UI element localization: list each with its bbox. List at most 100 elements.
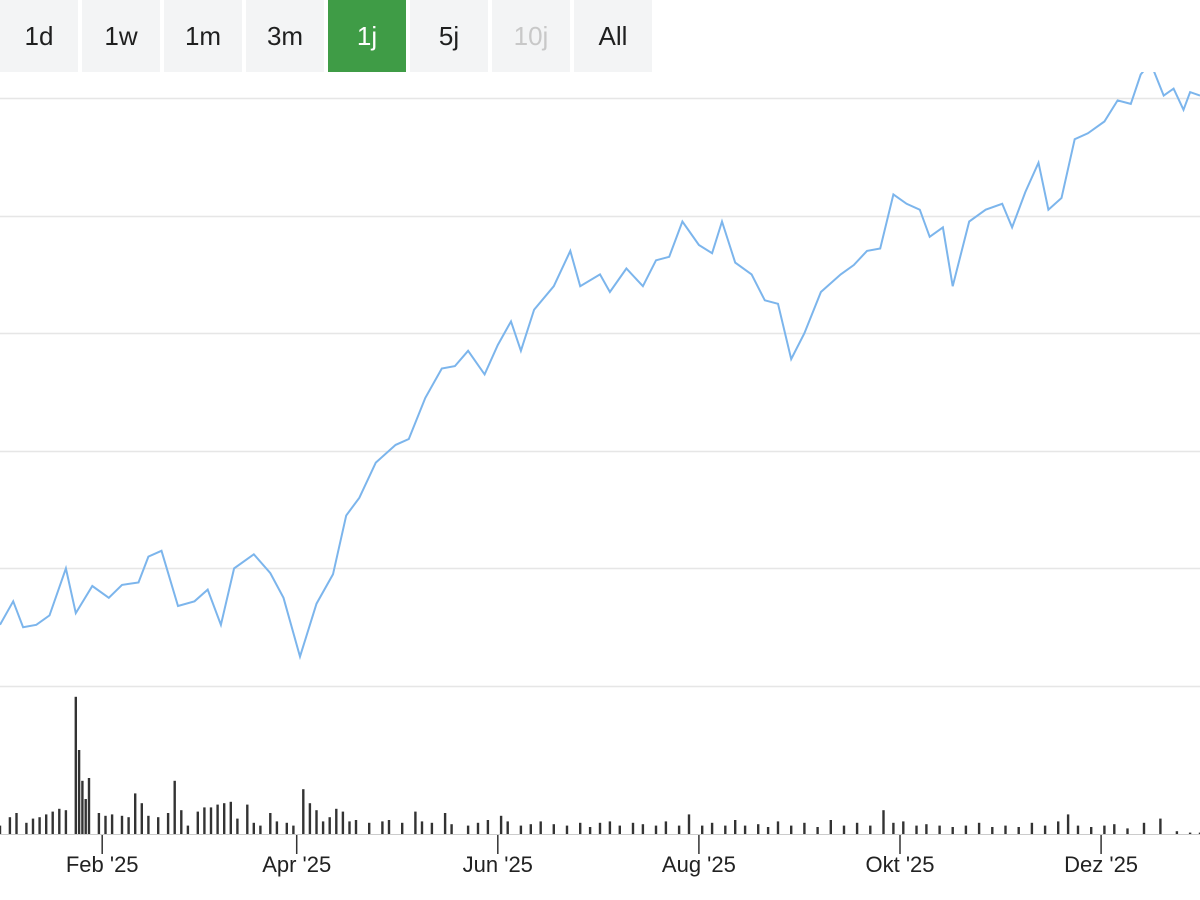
volume-bar xyxy=(776,821,780,834)
x-tick-label: Feb '25 xyxy=(66,852,139,877)
volume-bar xyxy=(134,793,137,834)
volume-bar xyxy=(87,778,91,834)
volume-bar xyxy=(902,821,905,834)
volume-bar xyxy=(654,825,658,834)
volume-bar xyxy=(348,821,351,834)
volume-bar xyxy=(147,815,150,834)
volume-bar xyxy=(1103,825,1106,834)
volume-bar xyxy=(1017,827,1020,834)
volume-bar xyxy=(216,804,219,834)
range-button-10j[interactable]: 10j xyxy=(492,0,570,72)
volume-bar xyxy=(486,820,490,834)
volume-bar xyxy=(1057,821,1060,834)
volume-bar xyxy=(882,810,885,834)
volume-bar xyxy=(45,814,48,834)
volume-bar xyxy=(1198,832,1200,834)
volume-bar xyxy=(120,815,124,834)
volume-bar xyxy=(991,827,994,834)
volume-bar xyxy=(341,811,345,834)
volume-bar xyxy=(229,801,232,834)
volume-bar xyxy=(335,808,338,834)
volume-bar xyxy=(466,825,470,834)
volume-bar xyxy=(166,813,170,834)
volume-bar xyxy=(766,827,770,834)
volume-bar xyxy=(246,804,249,834)
range-button-all[interactable]: All xyxy=(574,0,652,72)
range-button-3m[interactable]: 3m xyxy=(246,0,324,72)
volume-bar xyxy=(1142,822,1146,834)
volume-bar xyxy=(315,810,318,834)
volume-bar xyxy=(354,820,358,834)
range-button-1m[interactable]: 1m xyxy=(164,0,242,72)
volume-bar xyxy=(1030,822,1034,834)
volume-bar xyxy=(842,825,846,834)
x-tick-label: Jun '25 xyxy=(463,852,533,877)
volume-bar xyxy=(816,827,819,834)
volume-bar xyxy=(401,822,404,834)
range-button-1d[interactable]: 1d xyxy=(0,0,78,72)
volume-bar xyxy=(420,821,424,834)
volume-bar xyxy=(1113,824,1116,834)
volume-bar xyxy=(519,825,523,834)
range-button-1j[interactable]: 1j xyxy=(328,0,406,72)
volume-bar xyxy=(951,827,954,834)
volume-bar xyxy=(127,817,130,834)
volume-bar xyxy=(1188,832,1192,834)
volume-bar xyxy=(1066,814,1070,834)
volume-bar xyxy=(734,820,737,834)
volume-bar xyxy=(269,813,272,834)
range-button-5j[interactable]: 5j xyxy=(410,0,488,72)
price-line xyxy=(0,72,1200,661)
volume-bar xyxy=(608,821,612,834)
volume-bar xyxy=(381,821,384,834)
volume-bar xyxy=(499,815,503,834)
volume-bar xyxy=(368,822,371,834)
volume-bar xyxy=(664,821,668,834)
volume-bar xyxy=(892,822,895,834)
volume-bar xyxy=(97,813,101,834)
volume-bar xyxy=(529,824,532,834)
x-tick-label: Apr '25 xyxy=(262,852,331,877)
volume-bar xyxy=(1076,825,1080,834)
volume-bar xyxy=(855,822,859,834)
volume-bar xyxy=(829,820,832,834)
volume-bar xyxy=(209,807,213,834)
volume-bar xyxy=(1004,825,1007,834)
volume-bar xyxy=(84,799,87,834)
x-axis-ticks: Feb '25 Apr '25 Jun '25 Aug '25 Okt '25 … xyxy=(66,835,1138,877)
volume-bar xyxy=(302,789,305,834)
volume-bar xyxy=(259,825,262,834)
volume-bar xyxy=(915,825,918,834)
volume-bar xyxy=(476,822,480,834)
volume-bar xyxy=(0,825,2,834)
volume-bar xyxy=(308,803,312,834)
volume-bar xyxy=(1090,827,1093,834)
volume-bar xyxy=(25,822,28,834)
volume-bar xyxy=(81,780,84,834)
volume-bar xyxy=(598,822,602,834)
x-tick-label: Okt '25 xyxy=(865,852,934,877)
volume-bar xyxy=(687,814,691,834)
volume-bar xyxy=(328,817,331,834)
volume-bar xyxy=(790,825,793,834)
price-chart: Feb '25 Apr '25 Jun '25 Aug '25 Okt '25 … xyxy=(0,72,1200,877)
volume-bar xyxy=(186,825,190,834)
volume-bar xyxy=(1126,828,1129,834)
gridlines xyxy=(0,97,1200,688)
volume-bar xyxy=(443,813,447,834)
volume-bar xyxy=(64,810,68,834)
volume-bar xyxy=(757,824,760,834)
volume-bar xyxy=(180,810,183,834)
volume-bar xyxy=(701,825,704,834)
volume-bar xyxy=(579,822,582,834)
range-button-1w[interactable]: 1w xyxy=(82,0,160,72)
volume-bar xyxy=(1043,825,1047,834)
volume-bar xyxy=(430,822,434,834)
volume-bar xyxy=(15,813,18,834)
volume-bar xyxy=(724,825,727,834)
volume-bar xyxy=(552,824,555,834)
volume-bar xyxy=(677,825,681,834)
range-selector: 1d 1w 1m 3m 1j 5j 10j All xyxy=(0,0,652,72)
volume-bars xyxy=(0,696,1200,834)
volume-bar xyxy=(110,814,114,834)
